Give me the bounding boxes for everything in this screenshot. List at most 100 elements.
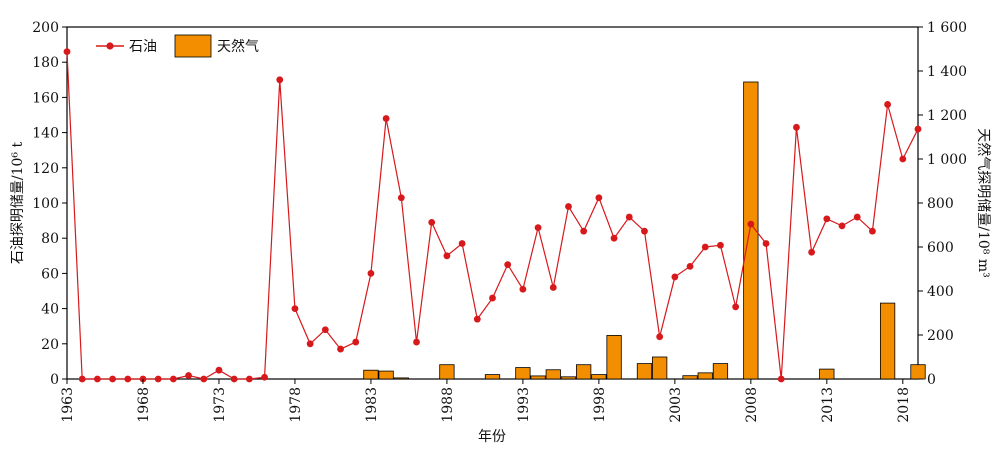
gas-bar — [576, 364, 592, 380]
x-tick-label: 2013 — [820, 387, 836, 423]
plot-area-frame — [66, 26, 919, 380]
oil-point — [154, 375, 162, 383]
left-y-tick-label: 120 — [32, 161, 59, 177]
left-axis-title: 石油探明储量/10⁶ t — [10, 142, 26, 265]
gas-bar — [636, 363, 653, 380]
oil-point — [899, 155, 907, 163]
oil-line-layer — [63, 48, 922, 383]
right-y-tick-label: 1 400 — [927, 64, 967, 80]
oil-point — [413, 338, 420, 346]
oil-point — [397, 194, 405, 202]
legend-oil-marker — [106, 42, 114, 50]
oil-point — [610, 234, 618, 242]
oil-point — [504, 261, 512, 268]
oil-point — [382, 115, 390, 122]
oil-point — [641, 227, 648, 235]
oil-line — [66, 51, 919, 380]
oil-point — [777, 375, 785, 383]
oil-point — [701, 243, 709, 251]
right-y-tick-label: 1 200 — [927, 108, 967, 124]
x-tick-label: 1978 — [288, 387, 304, 423]
oil-point — [534, 224, 542, 232]
x-tick-label: 1968 — [136, 387, 152, 423]
oil-point — [443, 252, 451, 260]
right-y-tick-label: 0 — [927, 372, 936, 388]
oil-point — [549, 284, 557, 291]
right-y-tick-label: 800 — [927, 196, 954, 212]
gas-bar — [910, 364, 926, 380]
right-y-tick-label: 600 — [927, 240, 954, 256]
oil-point — [884, 101, 892, 108]
x-tick-label: 2008 — [744, 387, 760, 423]
oil-point — [717, 241, 724, 249]
left-y-tick-label: 180 — [32, 55, 59, 71]
oil-point — [565, 203, 572, 210]
oil-point — [823, 215, 831, 223]
gas-bar — [530, 375, 546, 380]
oil-point — [838, 222, 846, 230]
oil-point — [261, 373, 268, 381]
gas-bar — [560, 376, 577, 380]
oil-point — [732, 303, 740, 311]
oil-point — [489, 294, 496, 302]
oil-point — [580, 227, 588, 235]
oil-point — [762, 240, 770, 247]
right-axis-title: 天然气探明储量/10⁸ m³ — [975, 128, 992, 277]
oil-point — [306, 340, 314, 348]
x-tick-label: 1993 — [516, 387, 532, 423]
oil-point — [473, 315, 481, 323]
gas-bar — [439, 364, 455, 380]
oil-point — [185, 372, 192, 379]
gas-bars-layer — [363, 81, 926, 380]
gas-bar — [378, 370, 394, 380]
left-y-tick-label: 60 — [41, 266, 59, 282]
left-y-tick-label: 200 — [32, 20, 59, 36]
x-axis-title: 年份 — [478, 429, 506, 445]
legend-gas-swatch — [174, 34, 212, 58]
oil-point — [78, 375, 86, 383]
right-y-tick-label: 1 000 — [927, 152, 967, 168]
oil-point — [793, 123, 800, 131]
left-y-tick-label: 160 — [32, 90, 59, 106]
legend-gas-label: 天然气 — [217, 38, 259, 55]
x-tick-label: 2003 — [668, 387, 684, 423]
oil-point — [519, 285, 527, 293]
oil-point — [671, 273, 679, 281]
oil-point — [276, 76, 284, 84]
oil-point — [169, 375, 177, 383]
left-y-tick-label: 100 — [32, 196, 59, 212]
oil-point — [291, 305, 299, 312]
x-tick-label: 1973 — [212, 387, 228, 423]
oil-point — [321, 326, 329, 334]
gas-bar — [697, 372, 713, 380]
oil-point — [337, 345, 344, 353]
axes-layer: 0 20 40 60 80 100 120 140 160 180 200 0 200 400 600 800… — [32, 20, 967, 423]
oil-point — [458, 240, 466, 247]
legend-oil-label: 石油 — [129, 39, 157, 55]
legend: 石油 天然气 — [96, 34, 259, 58]
gas-bar — [682, 375, 698, 380]
right-y-tick-label: 400 — [927, 284, 954, 300]
gas-bar — [712, 363, 729, 380]
oil-point — [853, 213, 861, 221]
oil-point — [869, 227, 876, 235]
gas-bar — [393, 377, 409, 380]
oil-point — [93, 375, 101, 383]
oil-point — [808, 248, 816, 256]
oil-point — [625, 213, 633, 221]
oil-point — [63, 48, 71, 56]
oil-point — [686, 262, 694, 270]
gas-bar — [652, 356, 668, 380]
gas-bar — [484, 374, 501, 380]
left-y-tick-label: 40 — [41, 302, 59, 318]
gas-bar — [545, 369, 561, 380]
oil-point — [124, 375, 132, 383]
x-tick-label: 1963 — [60, 387, 76, 423]
oil-point — [245, 375, 253, 383]
gas-bar — [819, 368, 835, 380]
gas-bar — [606, 335, 622, 380]
left-y-tick-label: 80 — [41, 231, 59, 247]
x-tick-label: 1988 — [440, 387, 456, 423]
